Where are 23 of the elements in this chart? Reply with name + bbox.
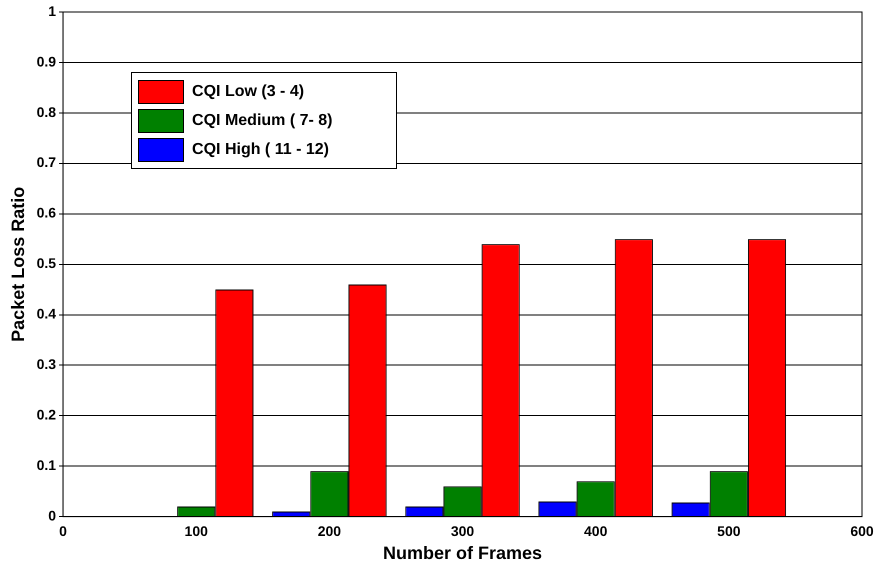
x-tick-label: 600 [850, 522, 874, 539]
x-tick-label: 300 [450, 522, 474, 539]
x-axis-title: Number of Frames [383, 543, 542, 564]
y-tick-label: 0 [48, 507, 56, 524]
x-tick-label: 100 [184, 522, 208, 539]
y-tick-label: 0.2 [36, 406, 56, 423]
y-tick-label: 0.4 [36, 306, 56, 322]
legend-label: CQI Medium ( 7- 8) [192, 112, 334, 130]
x-tick-label: 400 [584, 522, 608, 539]
legend-label: CQI High ( 11 - 12) [192, 140, 330, 158]
legend-label: CQI Low (3 - 4) [192, 82, 306, 100]
y-tick-label: 0.7 [36, 154, 56, 170]
y-tick-label: 0.8 [36, 104, 56, 120]
x-tick-label: 0 [59, 522, 68, 539]
y-tick-label: 0.1 [36, 457, 56, 473]
y-tick-label: 0.9 [36, 53, 56, 70]
y-tick-label: 0.5 [36, 255, 56, 272]
x-tick-label: 500 [717, 522, 741, 539]
y-axis-title: Packet Loss Ratio [8, 186, 28, 342]
y-tick-label: 1 [48, 2, 56, 19]
x-tick-label: 200 [318, 522, 342, 539]
y-tick-label: 0.6 [36, 204, 56, 221]
y-tick-label: 0.3 [36, 356, 56, 372]
